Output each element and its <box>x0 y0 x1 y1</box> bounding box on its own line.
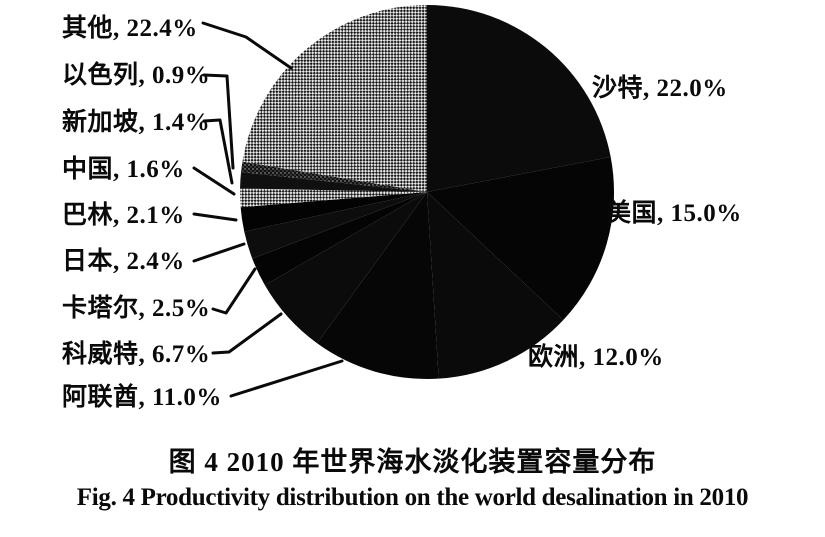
pie-slice-阿联酋 <box>317 192 439 379</box>
slice-label-日本: 日本, 2.4% <box>62 248 185 275</box>
slice-label-新加坡: 新加坡, 1.4% <box>62 109 211 136</box>
slice-label-沙特: 沙特, 22.0% <box>592 75 728 102</box>
leader-line-阿联酋 <box>229 359 344 398</box>
slice-label-中国: 中国, 1.6% <box>62 156 185 183</box>
pie-slice-沙特 <box>427 5 611 192</box>
pie-slice-以色列 <box>241 161 427 192</box>
leader-line-其他 <box>201 21 293 70</box>
slice-label-科威特: 科威特, 6.7% <box>62 341 211 368</box>
slice-label-以色列: 以色列, 0.9% <box>62 62 211 89</box>
pie-slices <box>239 5 615 379</box>
slice-label-阿联酋: 阿联酋, 11.0% <box>62 384 222 411</box>
leader-line-巴林 <box>192 212 238 222</box>
leader-line-科威特 <box>211 312 283 355</box>
leader-lines <box>192 21 344 398</box>
pie-slice-其他 <box>242 5 427 192</box>
leader-line-新加坡 <box>202 118 234 185</box>
leader-line-卡塔尔 <box>211 267 257 315</box>
figure-caption-english: Fig. 4 Productivity distribution on the … <box>76 484 749 511</box>
leader-line-以色列 <box>202 73 235 170</box>
slice-label-巴林: 巴林, 2.1% <box>62 202 185 229</box>
slice-label-卡塔尔: 卡塔尔, 2.5% <box>62 295 211 322</box>
pie-slice-卡塔尔 <box>252 192 427 286</box>
pie-slice-巴林 <box>240 192 427 232</box>
pie-slice-中国 <box>239 188 427 208</box>
leader-line-日本 <box>192 242 246 263</box>
slice-label-美国: 美国, 15.0% <box>606 200 742 227</box>
pie-chart <box>192 5 615 398</box>
slice-label-其他: 其他, 22.4% <box>62 15 198 42</box>
pie-slice-美国 <box>427 156 615 321</box>
pie-slice-欧洲 <box>427 192 564 379</box>
figure-caption-chinese: 图 4 2010 年世界海水淡化装置容量分布 <box>168 447 657 477</box>
pie-slice-新加坡 <box>240 172 427 192</box>
pie-slice-科威特 <box>264 192 427 344</box>
slice-label-欧洲: 欧洲, 12.0% <box>528 344 664 371</box>
leader-line-中国 <box>192 166 236 196</box>
pie-slice-日本 <box>244 192 427 259</box>
